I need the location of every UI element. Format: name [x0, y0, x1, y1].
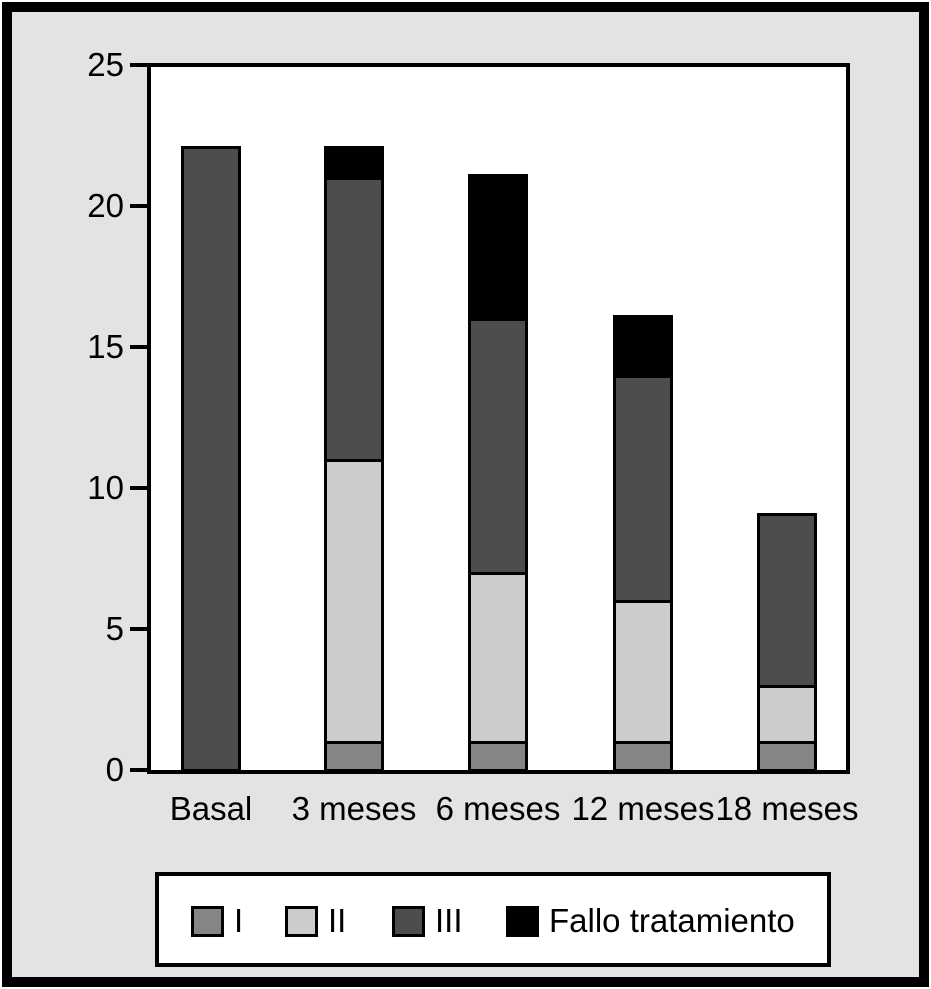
- y-tick-label: 15: [87, 327, 124, 365]
- y-tick-mark: [130, 62, 150, 67]
- legend-label: Fallo tratamiento: [549, 902, 795, 939]
- bar-segment-i: [471, 741, 525, 770]
- bar-segment-fallo-tratamiento: [327, 149, 381, 178]
- bar-segment-fallo-tratamiento: [616, 318, 670, 375]
- legend: I II III Fallo tratamiento: [155, 872, 831, 967]
- bar-segment-ii: [616, 600, 670, 742]
- y-tick-mark: [130, 485, 150, 490]
- y-tick-mark: [130, 626, 150, 631]
- legend-item-iii: III: [392, 901, 463, 941]
- bar-segment-iii: [184, 149, 238, 770]
- y-tick-mark: [130, 344, 150, 349]
- legend-swatch-icon: [392, 905, 425, 937]
- y-tick-label: 5: [105, 609, 124, 647]
- legend-swatch-icon: [191, 905, 224, 937]
- legend-item-fallo-tratamiento: Fallo tratamiento: [506, 901, 795, 941]
- bar-segment-ii: [471, 572, 525, 742]
- y-tick-label: 20: [87, 186, 124, 224]
- legend-item-i: I: [191, 901, 243, 941]
- bar-segment-iii: [616, 374, 670, 601]
- bar-segment-ii: [760, 684, 814, 742]
- bar-3-meses: [324, 146, 384, 773]
- bar-segment-i: [616, 741, 670, 770]
- legend-label: I: [234, 902, 244, 939]
- bar-segment-i: [760, 741, 814, 770]
- bar-segment-i: [327, 741, 381, 770]
- legend-swatch-icon: [285, 905, 318, 937]
- bar-12-meses: [613, 315, 673, 773]
- y-tick-label: 10: [87, 468, 124, 506]
- legend-label: III: [435, 902, 463, 939]
- x-tick-label-3-meses: 3 meses: [291, 790, 417, 827]
- y-tick-label: 25: [87, 45, 124, 83]
- legend-swatch-icon: [506, 905, 539, 937]
- bar-basal: [181, 146, 241, 773]
- bar-segment-iii: [471, 318, 525, 573]
- x-tick-label-12-meses: 12 meses: [571, 790, 715, 827]
- legend-item-ii: II: [285, 901, 346, 941]
- legend-label: II: [328, 902, 347, 939]
- bar-segment-fallo-tratamiento: [471, 177, 525, 319]
- x-tick-label-18-meses: 18 meses: [715, 790, 859, 827]
- y-tick-mark: [130, 203, 150, 208]
- bar-segment-ii: [327, 459, 381, 742]
- bar-6-meses: [468, 174, 528, 773]
- bar-18-meses: [757, 512, 817, 773]
- x-tick-label-basal: Basal: [169, 790, 253, 827]
- y-tick-mark: [130, 767, 150, 772]
- x-tick-label-6-meses: 6 meses: [435, 790, 561, 827]
- bar-segment-iii: [327, 177, 381, 460]
- y-tick-label: 0: [105, 750, 124, 788]
- bar-segment-iii: [760, 515, 814, 685]
